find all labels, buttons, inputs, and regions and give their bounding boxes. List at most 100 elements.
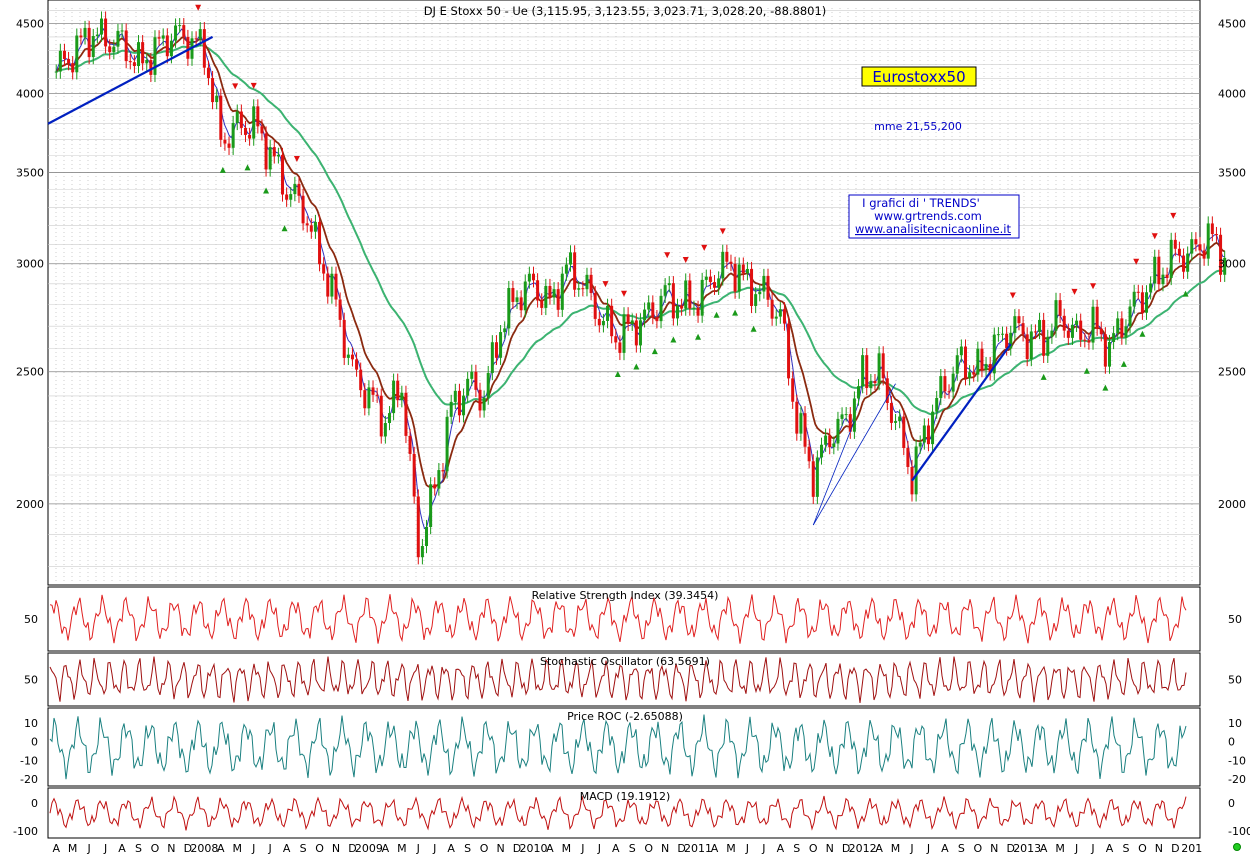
indicator-tick-left: -100 (13, 825, 38, 838)
candle-body (1042, 319, 1046, 356)
candle-body (577, 288, 581, 290)
candle-body (733, 263, 737, 292)
candle-body (963, 346, 967, 379)
candle-body (659, 295, 663, 322)
x-tick-label: S (464, 842, 471, 855)
candle-body (717, 278, 721, 288)
candle-body (330, 273, 334, 297)
candle-body (161, 35, 165, 39)
ma-21-line (55, 28, 1225, 530)
x-tick-label: A (875, 842, 883, 855)
candle-body (980, 348, 984, 371)
candle-body (338, 299, 342, 320)
candle-body (412, 453, 416, 497)
indicator-tick-right: 0 (1228, 736, 1235, 749)
candle-body (474, 371, 478, 390)
candle-body (116, 30, 120, 47)
indicator-tick-right: 0 (1228, 797, 1235, 810)
candle-body (441, 470, 445, 472)
candle-body (350, 354, 354, 360)
candle-body (260, 126, 264, 134)
candle-body (1009, 332, 1013, 349)
candle-body (815, 457, 819, 497)
candle-body (601, 320, 605, 326)
candle-body (1021, 323, 1025, 335)
x-tick-label: S (1122, 842, 1129, 855)
x-tick-label: J (87, 842, 91, 855)
candle-body (264, 133, 268, 170)
candle-body (54, 71, 58, 73)
ma-200-line (55, 44, 1225, 416)
candle-body (1116, 318, 1120, 334)
candle-body (326, 273, 330, 297)
candle-body (955, 355, 959, 374)
candle-body (1219, 234, 1223, 275)
watermark-box: Eurostoxx50 (861, 66, 977, 87)
candle-body (713, 282, 717, 288)
candle-body (1075, 320, 1079, 325)
candle-body (865, 355, 869, 389)
candle-body (1186, 253, 1190, 272)
buy-arrow-icon (713, 311, 720, 318)
x-tick-label: N (496, 842, 504, 855)
roc-panel-frame (47, 707, 1201, 787)
candle-body (836, 418, 840, 444)
candle-body (527, 273, 531, 282)
candle-body (552, 289, 556, 298)
x-tick-label: S (958, 842, 965, 855)
candle-body (449, 401, 453, 417)
candle-body (124, 30, 128, 62)
y-tick-left: 4500 (16, 18, 44, 31)
candle-body (782, 309, 786, 324)
candle-body (235, 111, 239, 123)
candle-body (951, 373, 955, 392)
candle-body (243, 127, 247, 135)
buy-arrow-icon (732, 309, 739, 316)
candle-body (379, 395, 383, 437)
candle-body (935, 397, 939, 412)
candle-body (1058, 300, 1062, 316)
candle-body (898, 416, 902, 422)
candle-body (1017, 316, 1021, 324)
candle-body (906, 448, 910, 467)
candle-body (684, 280, 688, 309)
candle-body (926, 425, 930, 445)
candle-body (564, 264, 568, 274)
candle-body (1005, 333, 1009, 349)
candle-body (819, 444, 823, 458)
candle-body (1140, 292, 1144, 313)
candle-body (1169, 239, 1173, 278)
candle-body (1157, 256, 1161, 285)
candle-body (1013, 316, 1017, 333)
x-tick-label: O (973, 842, 982, 855)
candle-body (252, 106, 256, 139)
buy-arrow-icon (1102, 384, 1109, 391)
candle-body (663, 285, 667, 296)
sell-arrow-icon (250, 82, 257, 89)
candle-body (367, 387, 371, 409)
candle-body (1079, 320, 1083, 340)
candle-body (499, 332, 503, 358)
candle-body (889, 402, 893, 423)
x-tick-label: D (348, 842, 356, 855)
candle-body (1038, 319, 1042, 333)
candle-body (272, 147, 276, 157)
x-tick-label: J (268, 842, 272, 855)
candle-body (1202, 250, 1206, 259)
candle-body (885, 378, 889, 403)
candle-body (169, 40, 173, 57)
candle-body (1223, 257, 1227, 275)
sell-arrow-icon (1170, 212, 1177, 219)
x-tick-label: M (397, 842, 407, 855)
candle-body (1149, 283, 1153, 293)
candle-body (318, 221, 322, 265)
x-tick-label: O (1138, 842, 1147, 855)
candle-body (346, 354, 350, 358)
candle-body (466, 378, 470, 396)
candle-body (680, 305, 684, 309)
candle-body (799, 413, 803, 434)
candle-body (137, 42, 141, 67)
candle-body (445, 416, 449, 472)
buy-arrow-icon (1182, 290, 1189, 297)
candle-body (996, 334, 1000, 336)
